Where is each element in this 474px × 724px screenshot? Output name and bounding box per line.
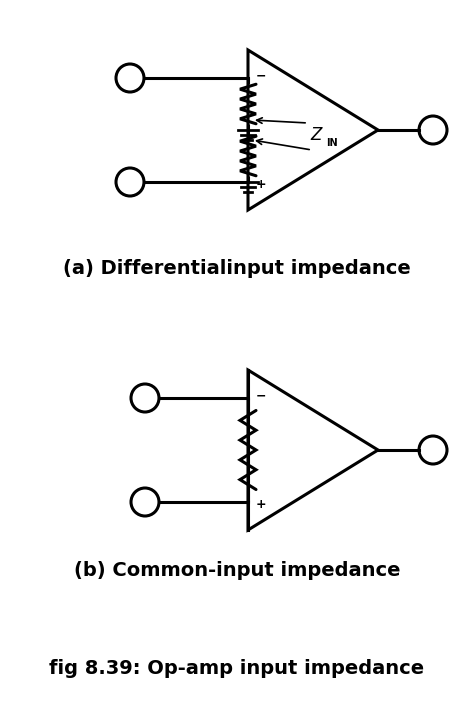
Text: (b) Common-input impedance: (b) Common-input impedance: [74, 560, 400, 579]
Text: +: +: [256, 177, 266, 190]
Text: IN: IN: [326, 138, 337, 148]
Text: (a) Differentialinput impedance: (a) Differentialinput impedance: [63, 258, 411, 277]
Text: $Z$: $Z$: [310, 126, 324, 144]
Text: −: −: [256, 390, 266, 403]
Text: −: −: [256, 70, 266, 83]
Text: +: +: [256, 497, 266, 510]
Text: fig 8.39: Op-amp input impedance: fig 8.39: Op-amp input impedance: [49, 659, 425, 678]
